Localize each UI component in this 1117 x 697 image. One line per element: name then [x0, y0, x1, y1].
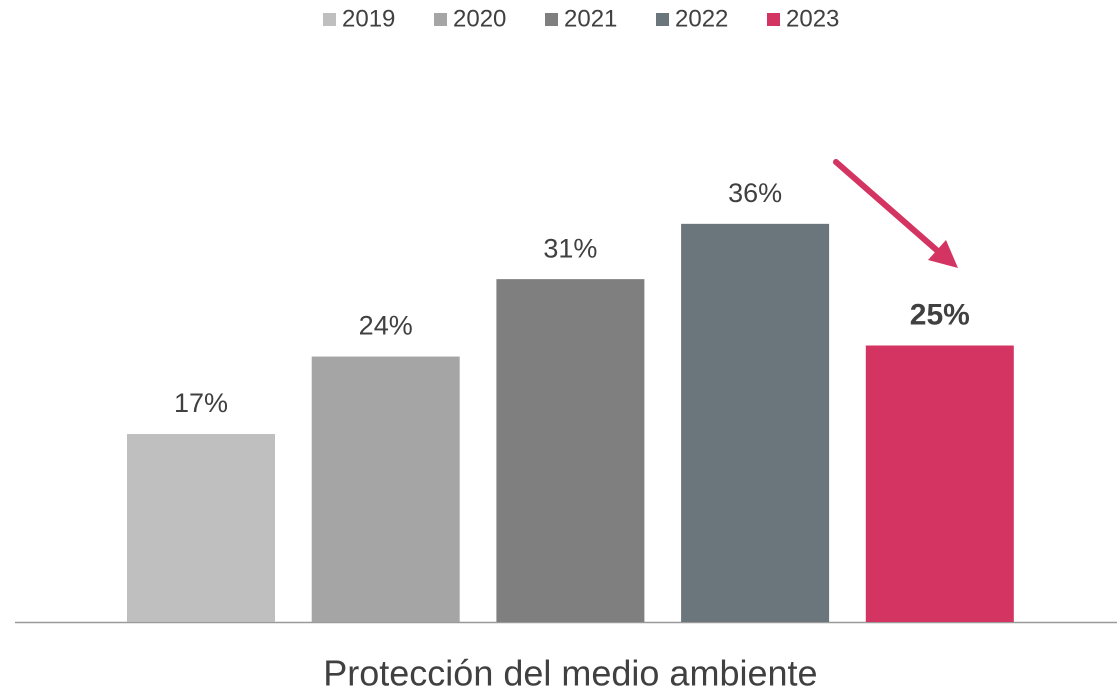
value-label: 31% [543, 233, 597, 263]
value-label: 24% [359, 311, 413, 341]
legend-text: 2023 [786, 5, 839, 32]
bar [311, 356, 460, 622]
legend-swatch [434, 13, 447, 26]
value-label: 17% [174, 388, 228, 418]
bar [681, 223, 830, 622]
legend-text: 2020 [453, 5, 506, 32]
legend-text: 2019 [342, 5, 395, 32]
bar [865, 345, 1014, 622]
bar [496, 279, 645, 622]
arrow [833, 159, 958, 268]
legend-swatch [545, 13, 558, 26]
legend-text: 2021 [564, 5, 617, 32]
legend-swatch [323, 13, 336, 26]
bar [127, 433, 275, 622]
value-label: 25% [910, 298, 970, 331]
value-label: 36% [728, 178, 782, 208]
legend-swatch [767, 13, 780, 26]
legend-text: 2022 [675, 5, 728, 32]
legend-swatch [656, 13, 669, 26]
x-tick-label: Protección del medio ambiente [323, 653, 817, 694]
